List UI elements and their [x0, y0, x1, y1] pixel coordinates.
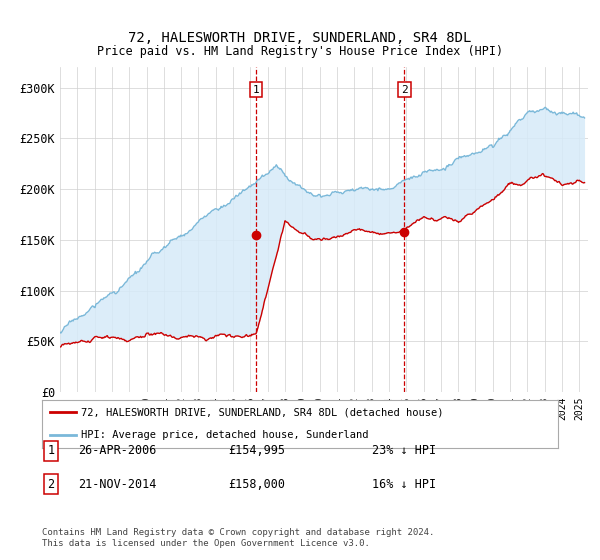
Text: 1: 1 — [253, 85, 259, 95]
Text: £158,000: £158,000 — [228, 478, 285, 491]
Text: 26-APR-2006: 26-APR-2006 — [78, 444, 157, 458]
Text: 72, HALESWORTH DRIVE, SUNDERLAND, SR4 8DL: 72, HALESWORTH DRIVE, SUNDERLAND, SR4 8D… — [128, 31, 472, 45]
Text: 2: 2 — [401, 85, 408, 95]
Text: 1: 1 — [47, 444, 55, 458]
Text: 72, HALESWORTH DRIVE, SUNDERLAND, SR4 8DL (detached house): 72, HALESWORTH DRIVE, SUNDERLAND, SR4 8D… — [80, 407, 443, 417]
Text: Contains HM Land Registry data © Crown copyright and database right 2024.
This d: Contains HM Land Registry data © Crown c… — [42, 528, 434, 548]
Text: 23% ↓ HPI: 23% ↓ HPI — [372, 444, 436, 458]
Text: 2: 2 — [47, 478, 55, 491]
Text: HPI: Average price, detached house, Sunderland: HPI: Average price, detached house, Sund… — [80, 430, 368, 440]
Text: £154,995: £154,995 — [228, 444, 285, 458]
Text: Price paid vs. HM Land Registry's House Price Index (HPI): Price paid vs. HM Land Registry's House … — [97, 45, 503, 58]
Text: 16% ↓ HPI: 16% ↓ HPI — [372, 478, 436, 491]
Text: 21-NOV-2014: 21-NOV-2014 — [78, 478, 157, 491]
